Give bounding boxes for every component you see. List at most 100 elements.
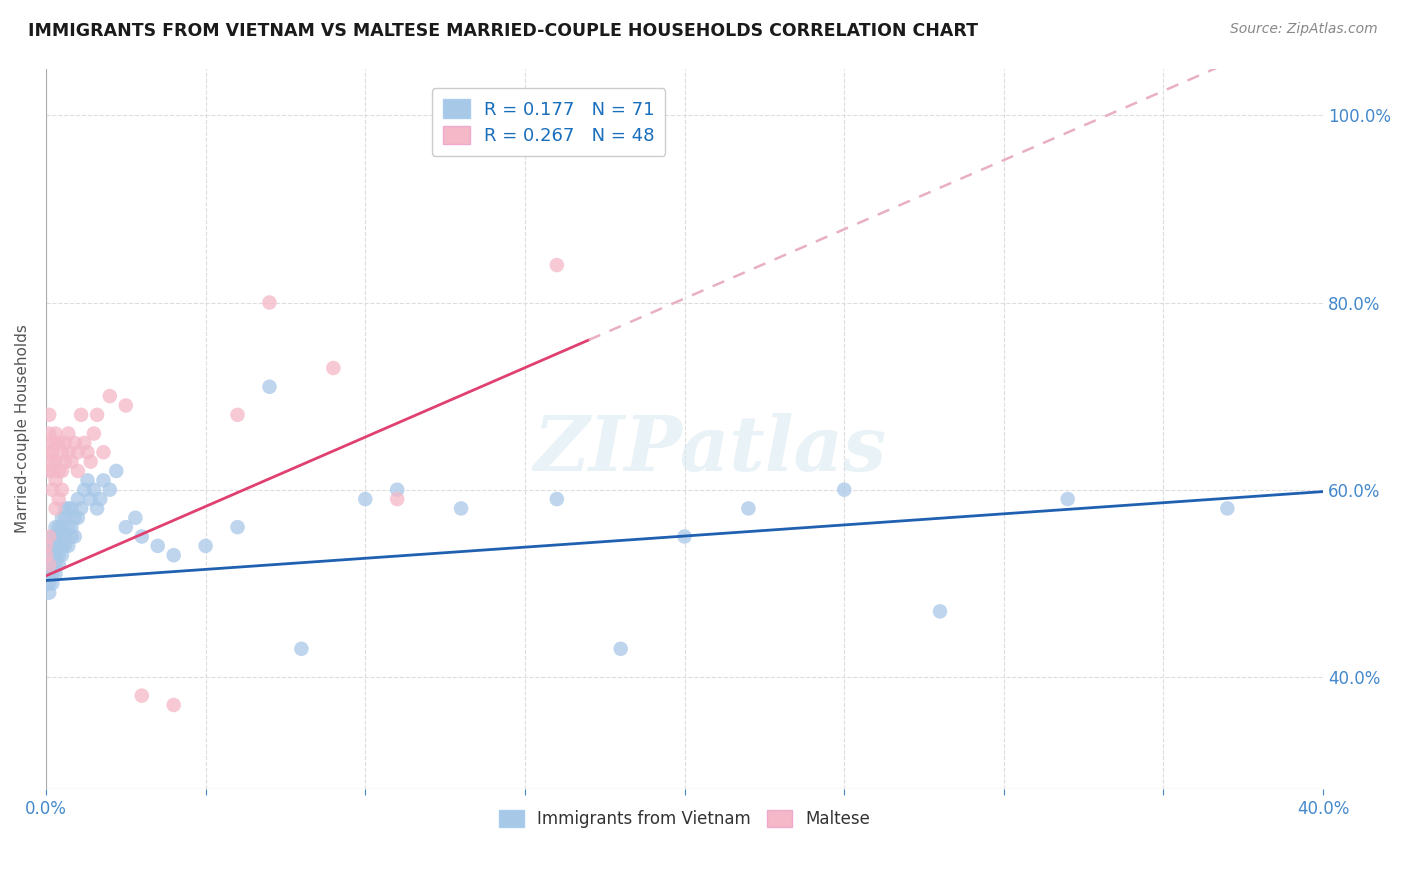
Point: [41, 548, 63, 562]
Point: [38, 566, 60, 581]
Point: [58, 426, 80, 441]
Point: [45, 426, 67, 441]
Point: [48, 520, 70, 534]
Point: [66, 445, 89, 459]
Point: [63, 529, 86, 543]
Point: [48, 529, 70, 543]
Point: [93, 445, 115, 459]
Point: [66, 464, 89, 478]
Point: [53, 501, 76, 516]
Point: [45, 474, 67, 488]
Point: [131, 689, 153, 703]
Point: [63, 436, 86, 450]
Point: [45, 436, 67, 450]
Point: [38, 576, 60, 591]
Point: [131, 529, 153, 543]
Point: [41, 566, 63, 581]
Point: [546, 258, 568, 272]
Point: [38, 539, 60, 553]
Point: [41, 483, 63, 497]
Point: [163, 698, 186, 712]
Point: [290, 641, 312, 656]
Point: [58, 520, 80, 534]
Point: [105, 464, 128, 478]
Point: [83, 426, 105, 441]
Point: [546, 491, 568, 506]
Point: [41, 464, 63, 478]
Point: [58, 501, 80, 516]
Point: [45, 539, 67, 553]
Point: [41, 455, 63, 469]
Point: [45, 501, 67, 516]
Legend: Immigrants from Vietnam, Maltese: Immigrants from Vietnam, Maltese: [492, 804, 877, 835]
Point: [609, 641, 631, 656]
Point: [70, 408, 93, 422]
Text: IMMIGRANTS FROM VIETNAM VS MALTESE MARRIED-COUPLE HOUSEHOLDS CORRELATION CHART: IMMIGRANTS FROM VIETNAM VS MALTESE MARRI…: [28, 22, 979, 40]
Point: [66, 510, 89, 524]
Point: [51, 520, 73, 534]
Point: [35, 548, 58, 562]
Point: [53, 436, 76, 450]
Point: [60, 529, 83, 543]
Point: [53, 529, 76, 543]
Point: [929, 604, 952, 618]
Point: [93, 474, 115, 488]
Point: [41, 445, 63, 459]
Text: Source: ZipAtlas.com: Source: ZipAtlas.com: [1230, 22, 1378, 37]
Point: [41, 539, 63, 553]
Point: [53, 539, 76, 553]
Point: [385, 491, 408, 506]
Point: [38, 464, 60, 478]
Point: [76, 474, 98, 488]
Point: [38, 585, 60, 599]
Point: [35, 539, 58, 553]
Point: [63, 510, 86, 524]
Point: [354, 491, 377, 506]
Point: [79, 491, 101, 506]
Point: [48, 539, 70, 553]
Point: [76, 445, 98, 459]
Point: [38, 558, 60, 572]
Point: [51, 445, 73, 459]
Point: [1056, 491, 1078, 506]
Point: [73, 483, 96, 497]
Point: [259, 295, 281, 310]
Point: [51, 539, 73, 553]
Point: [385, 483, 408, 497]
Point: [45, 529, 67, 543]
Point: [60, 455, 83, 469]
Point: [48, 548, 70, 562]
Point: [41, 436, 63, 450]
Point: [38, 426, 60, 441]
Point: [226, 408, 249, 422]
Point: [673, 529, 696, 543]
Point: [1216, 501, 1239, 516]
Point: [58, 539, 80, 553]
Point: [38, 408, 60, 422]
Point: [194, 539, 217, 553]
Point: [45, 520, 67, 534]
Point: [832, 483, 855, 497]
Point: [226, 520, 249, 534]
Point: [124, 510, 146, 524]
Point: [41, 558, 63, 572]
Point: [51, 464, 73, 478]
Point: [53, 510, 76, 524]
Point: [53, 455, 76, 469]
Point: [48, 558, 70, 572]
Point: [51, 483, 73, 497]
Point: [450, 501, 472, 516]
Text: ZIPatlas: ZIPatlas: [533, 414, 887, 488]
Point: [89, 491, 111, 506]
Point: [83, 483, 105, 497]
Point: [38, 558, 60, 572]
Point: [322, 361, 344, 376]
Point: [60, 520, 83, 534]
Point: [86, 501, 108, 516]
Point: [45, 558, 67, 572]
Point: [60, 501, 83, 516]
Point: [38, 445, 60, 459]
Point: [163, 548, 186, 562]
Point: [38, 529, 60, 543]
Point: [41, 576, 63, 591]
